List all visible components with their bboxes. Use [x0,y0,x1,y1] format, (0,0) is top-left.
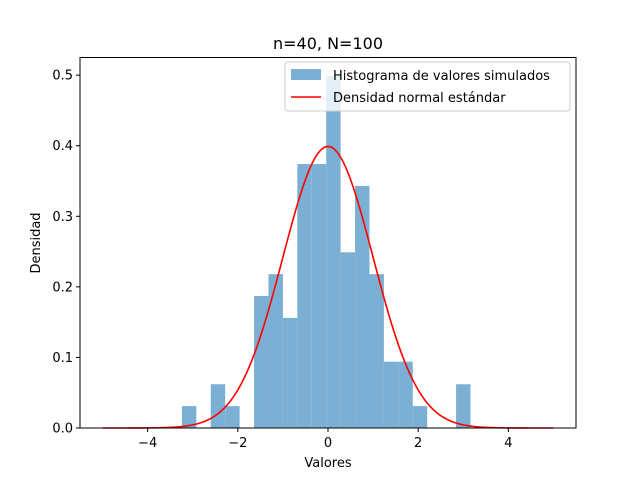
histogram-bar [210,384,226,428]
legend: Histograma de valores simulados Densidad… [284,61,571,112]
histogram-bar [369,274,384,428]
histogram-bar [282,317,298,428]
histogram-bar [398,361,413,428]
histogram-bar [340,252,356,428]
x-tick-label: 4 [504,436,512,451]
y-tick-label: 0.1 [52,351,73,366]
legend-box [284,61,571,112]
x-tick-label: −4 [138,436,157,451]
histogram-bar [412,406,428,428]
histogram-bar [225,406,240,428]
histogram-bar [326,75,341,428]
y-tick-label: 0.4 [52,139,73,154]
histogram-bar [355,185,370,428]
histogram-bar [254,296,269,428]
histogram-bar [297,164,312,428]
chart-title: n=40, N=100 [273,34,383,53]
histogram-bar [311,164,327,428]
histogram-bar [181,406,197,428]
histogram-bars [181,75,471,428]
normal-density-curve [102,145,554,429]
y-tick-label: 0.0 [52,422,73,437]
histogram-bar [383,361,399,428]
legend-label-histogram: Histograma de valores simulados [333,69,550,84]
x-tick-label: −2 [228,436,247,451]
legend-swatch-histogram [291,69,321,80]
x-tick-label: 0 [324,436,332,451]
histogram-bar [268,274,283,428]
y-tick-label: 0.5 [52,69,73,84]
y-tick-label: 0.3 [52,210,73,225]
legend-label-normal-density: Densidad normal estándar [333,91,506,106]
y-tick-label: 0.2 [52,280,73,295]
x-axis-label: Valores [304,456,351,471]
x-axis-ticks: −4 −2 0 2 4 [138,428,513,451]
x-tick-label: 2 [414,436,422,451]
y-axis-ticks: 0.0 0.1 0.2 0.3 0.4 0.5 [52,69,80,437]
histogram-bar [456,384,471,428]
y-axis-label: Densidad [29,212,44,273]
